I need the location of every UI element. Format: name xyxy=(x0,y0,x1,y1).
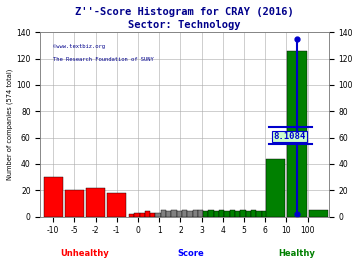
Bar xyxy=(166,211,171,217)
Bar xyxy=(65,190,84,217)
Bar xyxy=(251,210,256,217)
Bar xyxy=(177,211,182,217)
Bar xyxy=(266,159,285,217)
Bar xyxy=(182,210,187,217)
Bar xyxy=(224,211,230,217)
Bar xyxy=(288,51,307,217)
Bar xyxy=(171,210,177,217)
Bar xyxy=(145,211,150,217)
Bar xyxy=(107,193,126,217)
Bar xyxy=(134,212,140,217)
Bar xyxy=(230,210,235,217)
Title: Z''-Score Histogram for CRAY (2016)
Sector: Technology: Z''-Score Histogram for CRAY (2016) Sect… xyxy=(75,7,294,30)
Bar xyxy=(156,212,161,217)
Y-axis label: Number of companies (574 total): Number of companies (574 total) xyxy=(7,69,13,180)
Bar xyxy=(208,210,214,217)
Text: Score: Score xyxy=(177,249,204,258)
Bar xyxy=(240,210,246,217)
Text: The Research Foundation of SUNY: The Research Foundation of SUNY xyxy=(53,57,154,62)
Bar xyxy=(44,177,63,217)
Bar xyxy=(235,211,240,217)
Bar xyxy=(187,211,193,217)
Bar xyxy=(129,214,134,217)
Bar xyxy=(198,210,203,217)
Bar xyxy=(246,211,251,217)
Bar xyxy=(214,211,219,217)
Bar xyxy=(203,211,208,217)
Bar xyxy=(86,188,105,217)
Bar xyxy=(219,210,224,217)
Bar xyxy=(256,211,261,217)
Text: 8.1084: 8.1084 xyxy=(274,132,306,141)
Bar xyxy=(193,210,198,217)
Bar xyxy=(161,210,166,217)
Text: Healthy: Healthy xyxy=(279,249,315,258)
Text: ©www.textbiz.org: ©www.textbiz.org xyxy=(53,44,105,49)
Bar xyxy=(261,211,267,217)
Bar xyxy=(140,212,145,217)
Text: Unhealthy: Unhealthy xyxy=(60,249,109,258)
Bar xyxy=(309,210,328,217)
Bar xyxy=(150,212,156,217)
